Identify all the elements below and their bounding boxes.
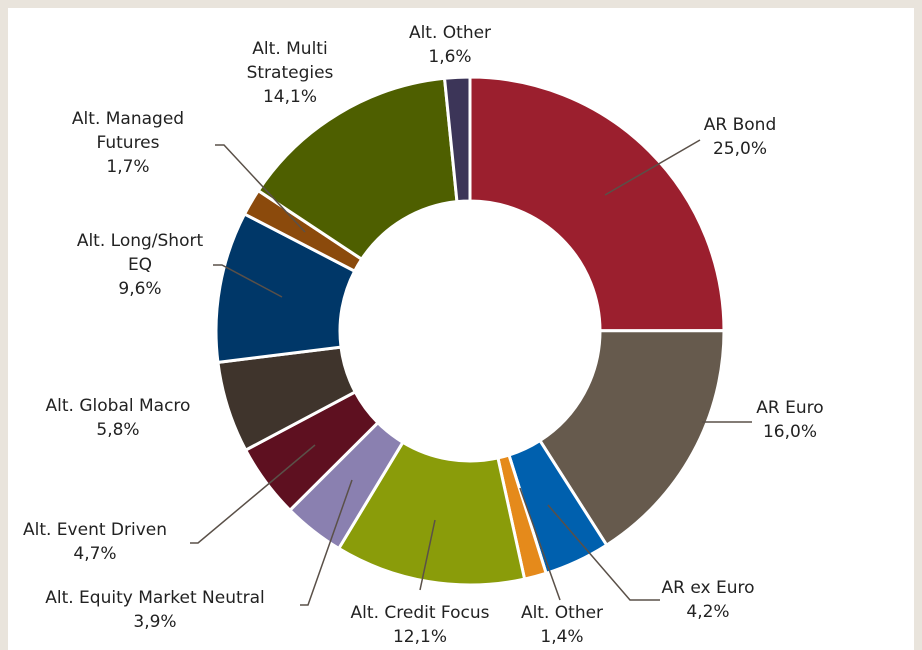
- donut-slice: [537, 329, 726, 548]
- category-label: Alt. Multi Strategies: [246, 39, 334, 83]
- slice-label: Alt. Long/Short EQ 9,6%: [70, 229, 210, 301]
- slice-label: AR Euro 16,0%: [756, 396, 823, 444]
- value-label: 9,6%: [118, 279, 162, 299]
- category-label: Alt. Event Driven: [22, 520, 168, 540]
- value-label: 12,1%: [392, 627, 447, 647]
- value-label: 25,0%: [712, 139, 768, 159]
- value-label: 14,1%: [262, 87, 317, 107]
- slice-label: Alt. Multi Strategies 14,1%: [235, 37, 345, 109]
- value-label: 5,8%: [96, 420, 140, 440]
- value-label: 3,9%: [133, 612, 177, 632]
- category-label: Alt. Managed Futures: [71, 109, 185, 153]
- leader-line: [419, 519, 436, 591]
- slice-label: Alt. Other 1,4%: [521, 601, 603, 649]
- value-label: 4,7%: [73, 544, 117, 564]
- slice-label: Alt. Event Driven 4,7%: [23, 518, 167, 566]
- donut-slice: [442, 75, 472, 204]
- slice-label: Alt. Equity Market Neutral 3,9%: [45, 586, 265, 634]
- category-label: Alt. Long/Short EQ: [76, 231, 204, 275]
- value-label: 1,4%: [540, 627, 584, 647]
- category-label: AR Bond: [703, 115, 777, 135]
- leader-line: [215, 144, 306, 233]
- slice-label: AR Bond 25,0%: [704, 113, 776, 161]
- value-label: 1,7%: [106, 157, 150, 177]
- category-label: AR ex Euro: [661, 578, 755, 598]
- leader-line: [547, 504, 660, 601]
- leader-line: [300, 479, 353, 606]
- slice-label: Alt. Managed Futures 1,7%: [63, 107, 193, 179]
- category-label: Alt. Credit Focus: [350, 603, 490, 623]
- slice-label: Alt. Other 1,6%: [409, 21, 491, 69]
- leader-line: [213, 264, 283, 298]
- value-label: 16,0%: [762, 422, 818, 442]
- slice-label: Alt. Global Macro 5,8%: [46, 394, 191, 442]
- category-label: Alt. Equity Market Neutral: [45, 588, 265, 608]
- leader-line: [519, 487, 561, 601]
- category-label: Alt. Other: [520, 603, 604, 623]
- category-label: Alt. Other: [408, 23, 492, 43]
- leader-line: [190, 444, 316, 544]
- leader-line: [604, 139, 701, 196]
- category-label: Alt. Global Macro: [45, 396, 191, 416]
- slice-label: AR ex Euro 4,2%: [661, 576, 754, 624]
- value-label: 4,2%: [686, 602, 730, 622]
- category-label: AR Euro: [756, 398, 824, 418]
- slice-label: Alt. Credit Focus 12,1%: [351, 601, 490, 649]
- donut-slice: [468, 75, 726, 333]
- value-label: 1,6%: [428, 47, 472, 67]
